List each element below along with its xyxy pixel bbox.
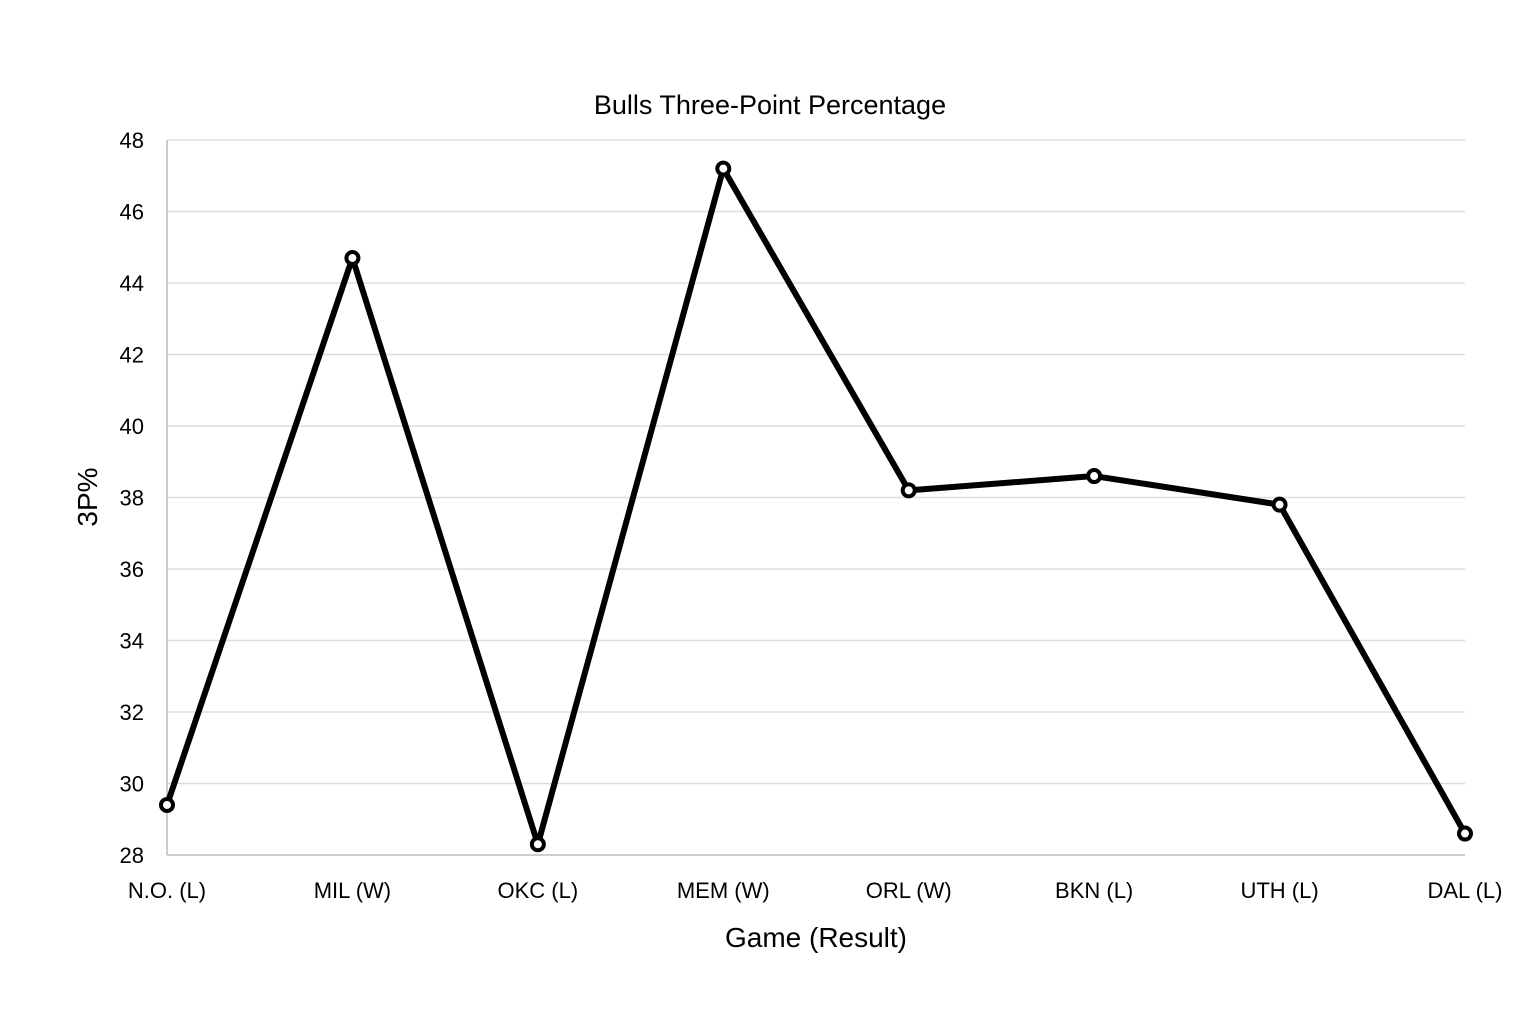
x-tick-label: MIL (W) — [314, 878, 391, 903]
data-point[interactable] — [529, 836, 546, 853]
y-axis-label: 3P% — [72, 467, 103, 526]
series-line — [164, 165, 1468, 848]
data-point[interactable] — [1271, 496, 1288, 513]
data-point[interactable] — [715, 160, 732, 177]
y-tick-label: 28 — [120, 843, 144, 868]
y-tick-label: 36 — [120, 557, 144, 582]
data-point[interactable] — [159, 796, 175, 813]
y-tick-label: 32 — [120, 700, 144, 725]
y-tick-label: 34 — [120, 629, 144, 654]
grid-lines — [167, 139, 1465, 785]
x-tick-label: MEM (W) — [677, 878, 770, 903]
data-point[interactable] — [900, 482, 917, 499]
chart-title: Bulls Three-Point Percentage — [594, 90, 946, 120]
y-tick-label: 44 — [120, 271, 144, 296]
y-tick-label: 42 — [120, 343, 144, 368]
x-tick-label: ORL (W) — [866, 878, 952, 903]
axes — [166, 140, 1465, 856]
data-point[interactable] — [1086, 468, 1103, 485]
y-tick-label: 30 — [120, 772, 144, 797]
x-tick-label: OKC (L) — [498, 878, 579, 903]
y-tick-label: 38 — [120, 486, 144, 511]
x-tick-labels: N.O. (L) MIL (W) OKC (L) MEM (W) ORL (W) BKN … — [128, 878, 1503, 903]
series-group — [159, 160, 1473, 853]
x-tick-label: DAL (L) — [1428, 878, 1503, 903]
y-tick-label: 40 — [120, 414, 144, 439]
x-tick-label: UTH (L) — [1240, 878, 1318, 903]
data-point[interactable] — [1457, 825, 1473, 842]
data-point[interactable] — [344, 249, 361, 266]
x-tick-label: BKN (L) — [1055, 878, 1133, 903]
x-axis-label: Game (Result) — [725, 922, 907, 953]
y-tick-label: 46 — [120, 200, 144, 225]
x-tick-label: N.O. (L) — [128, 878, 206, 903]
y-tick-labels: 28 30 32 34 36 38 40 42 44 46 48 — [120, 128, 144, 868]
y-tick-label: 48 — [120, 128, 144, 153]
